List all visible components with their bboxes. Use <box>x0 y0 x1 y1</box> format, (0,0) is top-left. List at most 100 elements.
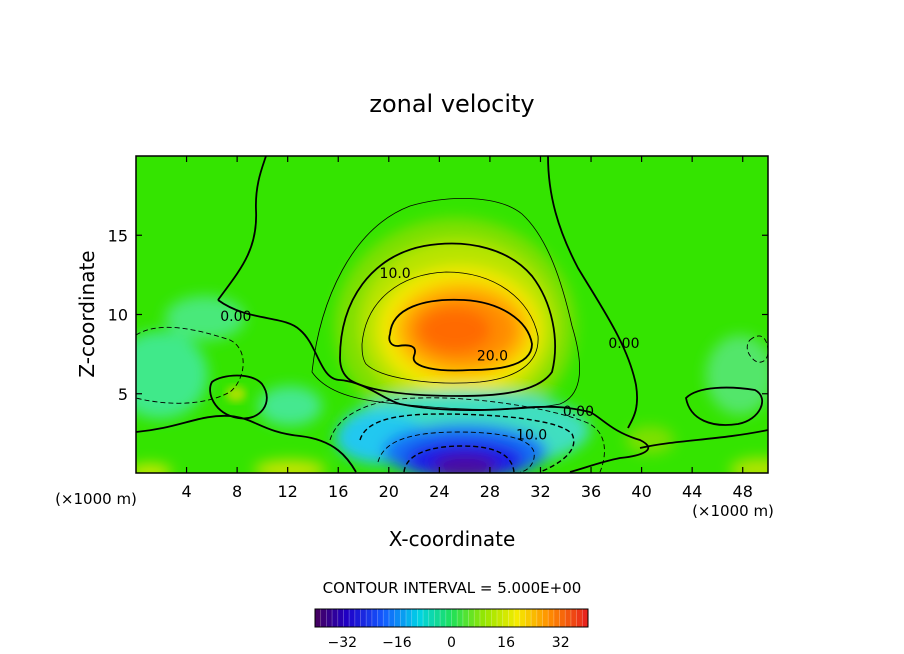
color-field <box>136 218 768 473</box>
colorbar-tick-label: 0 <box>447 635 456 651</box>
colorbar-segment <box>411 609 418 627</box>
colorbar-segment <box>468 609 475 627</box>
contour-5 <box>311 198 580 410</box>
colorbar-segment <box>548 609 555 627</box>
colorbar-segment <box>406 609 413 627</box>
colorbar-segment <box>337 609 344 627</box>
colorbar <box>314 609 589 627</box>
contour-label: 0.00 <box>563 404 594 420</box>
x-tick-label: 4 <box>181 482 191 501</box>
x-tick-label: 32 <box>530 482 550 501</box>
contour-20 <box>388 298 533 372</box>
x-tick-label: 36 <box>581 482 601 501</box>
colorbar-segment <box>525 609 532 627</box>
colorbar-segment <box>457 609 464 627</box>
chart-title: zonal velocity <box>369 90 534 118</box>
colorbar-segment <box>559 609 566 627</box>
colorbar-segment <box>423 609 430 627</box>
colorbar-segment <box>326 609 333 627</box>
colorbar-segment <box>479 609 487 627</box>
y-axis-label: Z-coordinate <box>75 250 99 377</box>
contour-label: 10.0 <box>380 266 411 282</box>
colorbar-ticks: −32 −16 0 16 32 <box>328 635 570 651</box>
colorbar-tick-label: −16 <box>382 635 412 651</box>
colorbar-segment <box>553 609 560 627</box>
colorbar-segment <box>434 609 441 627</box>
x-unit-left: (×1000 m) <box>55 490 137 508</box>
contour-neg-right <box>746 335 768 363</box>
contour-zero-lower <box>136 414 768 473</box>
contour-zero-left-blob <box>209 374 268 420</box>
colorbar-segment <box>519 609 526 627</box>
plot-area: 10.0 20.0 0.00 0.00 0.00 10.0 <box>136 156 768 473</box>
colorbar-segment <box>542 609 549 627</box>
colorbar-segment <box>343 609 350 627</box>
colorbar-tick-label: −32 <box>328 635 358 651</box>
colorbar-segment <box>388 609 396 627</box>
colorbar-segment <box>576 609 583 627</box>
colorbar-segment <box>394 609 401 627</box>
contour-neg-5 <box>136 326 605 473</box>
colorbar-segment <box>582 609 589 627</box>
contour-label: 10.0 <box>516 428 547 444</box>
x-tick-label: 28 <box>480 482 500 501</box>
y-tick-label: 5 <box>118 385 128 404</box>
contour-label: 0.00 <box>220 309 251 325</box>
colorbar-segment <box>445 609 452 627</box>
x-tick-label: 44 <box>682 482 702 501</box>
x-axis: 4 8 12 16 20 24 28 32 36 40 44 48 <box>181 156 753 501</box>
y-axis: 5 10 15 <box>108 226 768 404</box>
x-tick-label: 24 <box>429 482 449 501</box>
colorbar-segment <box>536 609 543 627</box>
contour-labels: 10.0 20.0 0.00 0.00 0.00 10.0 <box>220 266 639 444</box>
colorbar-segment <box>360 609 367 627</box>
contour-label: 0.00 <box>608 336 639 352</box>
colorbar-tick-label: 32 <box>552 635 570 651</box>
x-tick-label: 12 <box>278 482 298 501</box>
colorbar-segment <box>400 609 407 627</box>
colorbar-segment <box>570 609 578 627</box>
colorbar-segment <box>332 609 339 627</box>
y-tick-label: 10 <box>108 306 128 325</box>
colorbar-segment <box>474 609 481 627</box>
contour-lines <box>136 156 768 473</box>
contour-15 <box>361 271 539 384</box>
contour-zero-right-blob <box>685 386 763 426</box>
colorbar-segment <box>531 609 538 627</box>
colorbar-segment <box>417 609 424 627</box>
colorbar-segment <box>451 609 458 627</box>
contour-neg-10 <box>359 413 575 473</box>
colorbar-segment <box>491 609 498 627</box>
x-tick-label: 8 <box>232 482 242 501</box>
x-tick-label: 16 <box>328 482 348 501</box>
x-unit-right: (×1000 m) <box>692 502 774 520</box>
colorbar-segment <box>565 609 572 627</box>
colorbar-segment <box>514 609 521 627</box>
colorbar-segment <box>320 609 327 627</box>
contour-neg-20 <box>403 445 515 473</box>
y-tick-label: 15 <box>108 226 128 245</box>
contour-neg-15 <box>377 431 535 473</box>
colorbar-segment <box>485 609 492 627</box>
x-tick-label: 40 <box>631 482 651 501</box>
colorbar-segment <box>315 609 322 627</box>
colorbar-segment <box>428 609 435 627</box>
contour-10 <box>339 242 556 397</box>
colorbar-segment <box>354 609 361 627</box>
colorbar-segment <box>497 609 504 627</box>
contour-label: 20.0 <box>477 348 508 364</box>
colorbar-tick-label: 16 <box>497 635 515 651</box>
colorbar-segment <box>502 609 509 627</box>
colorbar-segment <box>349 609 356 627</box>
colorbar-segment <box>440 609 447 627</box>
colorbar-segment <box>462 609 469 627</box>
colorbar-frame <box>314 608 589 628</box>
colorbar-segment <box>377 609 384 627</box>
x-axis-label: X-coordinate <box>389 527 516 551</box>
colorbar-segment <box>383 609 390 627</box>
x-tick-label: 20 <box>379 482 399 501</box>
colorbar-segment <box>366 609 373 627</box>
colorbar-segment <box>371 609 378 627</box>
x-tick-label: 48 <box>733 482 753 501</box>
